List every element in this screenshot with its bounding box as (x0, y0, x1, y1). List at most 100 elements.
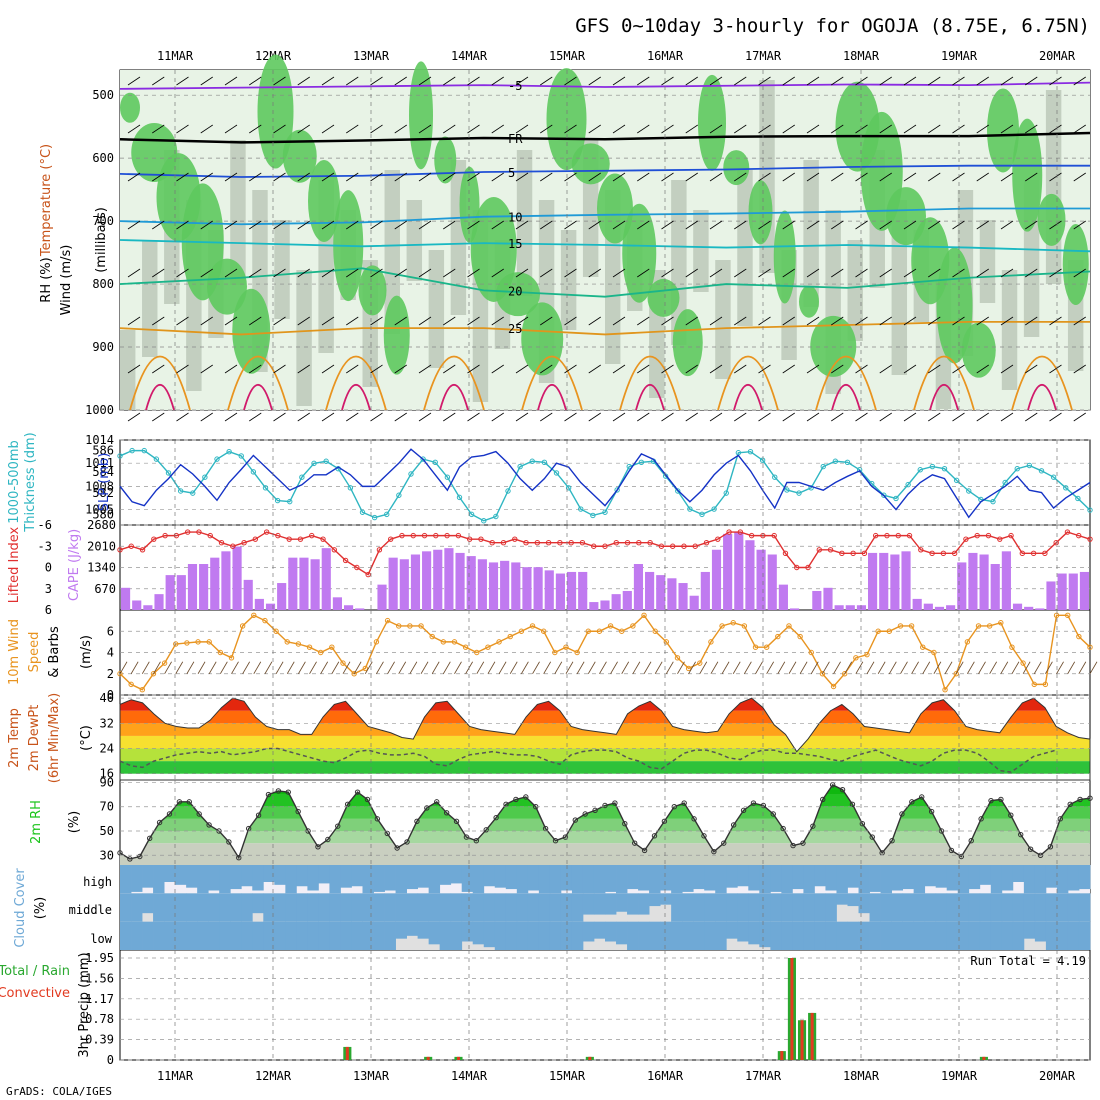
wind-barb (1000, 172, 1014, 182)
rh-shade-green (308, 159, 340, 242)
wind-barb (637, 268, 650, 278)
cloud-low-bar (924, 921, 937, 950)
lifted-index-line-point (726, 529, 732, 535)
wind-barb (1073, 124, 1086, 134)
wind-barb (540, 76, 553, 86)
wind-speed-line-point (462, 644, 469, 650)
wind10-barb (398, 661, 407, 674)
precip-label: 3hr Precip (mm) (77, 952, 92, 1057)
wind-speed-line-point (161, 660, 168, 666)
cloud-high-bar (693, 865, 705, 890)
surface-temp-contour (325, 355, 387, 411)
wind-barb (224, 412, 238, 422)
wind-barb (152, 172, 165, 182)
rh-shade-green (521, 302, 564, 376)
cloud-low-bar (693, 921, 705, 950)
rh-2m-line-point (919, 794, 925, 800)
wind-barb (758, 268, 771, 278)
rh-shade-green (799, 285, 819, 318)
wind-barb (321, 172, 335, 182)
cloud-high-bar (792, 865, 804, 890)
wind-barb (612, 412, 626, 422)
temp-tick: 24 (100, 742, 114, 756)
cape-bar (299, 557, 309, 610)
rh-2m-line-point (750, 800, 757, 806)
cloud-low-bar (814, 921, 826, 950)
rh-shade-green (672, 309, 703, 377)
lifted-index-line-point (613, 540, 619, 546)
thickness-line-point (226, 448, 232, 455)
cape-bar (254, 598, 264, 610)
wind-barb (540, 412, 553, 422)
cloud-low-bar (715, 921, 727, 950)
rh-2m-line-point (236, 855, 242, 861)
wind-speed-line-point (474, 649, 480, 656)
cloud-middle-bar (726, 893, 738, 922)
rh-band (120, 806, 1090, 819)
cape-bar (154, 594, 164, 610)
rh-shade-grey (142, 240, 158, 357)
wind-barb (394, 412, 407, 422)
wind-speed-line-point (942, 686, 948, 693)
wind-speed-line-point (697, 660, 703, 666)
wind-barb (709, 316, 723, 326)
thickness-line-point (881, 492, 887, 498)
precip-tick: 1.56 (85, 971, 114, 985)
wind-barb (637, 364, 650, 374)
wind10-barb (164, 661, 172, 674)
cloud-low-bar (351, 921, 363, 950)
wind10-barb (721, 661, 730, 674)
cloud-middle-bar (825, 893, 837, 922)
wind-speed-line-point (128, 681, 134, 688)
thickness-line-point (723, 490, 729, 496)
wind-barb (709, 364, 723, 374)
wind-barb (637, 124, 650, 134)
wind10-barb (208, 661, 217, 674)
wind10-barb (130, 661, 139, 674)
cloud-low-bar (627, 921, 639, 950)
thickness-line-point (590, 512, 596, 519)
rh-2m-line-point (651, 833, 658, 839)
wind-speed-line-point (518, 628, 525, 634)
cloud-high-bar (660, 865, 672, 891)
wind-speed-line-point (295, 641, 302, 647)
rh-2m-line-point (740, 807, 747, 814)
cloud-low-bar (175, 921, 187, 950)
thickness-line-point (602, 509, 608, 515)
rh-shade-green (257, 54, 294, 169)
wind-barb (273, 124, 286, 134)
wind-barb (249, 412, 262, 422)
top-date-label: 20MAR (1039, 49, 1076, 63)
rh-shade-green (120, 92, 140, 123)
wind-barb (1049, 172, 1062, 182)
thickness-line-point (117, 453, 123, 459)
wind10-barb (1011, 661, 1020, 674)
wind10-barb (1067, 661, 1076, 674)
lifted-index-line-point (872, 532, 879, 539)
wind-speed-line-point (975, 623, 982, 629)
wind-barb (491, 124, 504, 134)
rh-shade-grey (693, 210, 709, 292)
rh-2m-line-point (394, 845, 400, 851)
wind-barb (394, 220, 407, 230)
wind-barb (564, 76, 577, 86)
wind-barb (200, 220, 213, 230)
lifted-index-line-point (1076, 532, 1082, 539)
cloud-label: Cloud Cover (13, 868, 28, 948)
cloud-middle-bar (1001, 893, 1014, 922)
wind-barb (224, 124, 238, 134)
lifted-index-line-point (816, 547, 823, 553)
rh-2m-line-point (1067, 801, 1073, 807)
surface-temp-contour-hot (1027, 384, 1057, 411)
wind-barb (127, 172, 141, 182)
cloud-low-bar (990, 921, 1003, 950)
wind-barb (952, 316, 965, 326)
cloud-high-bar (197, 865, 209, 894)
cloud-middle-bar (880, 893, 892, 922)
cloud-low-bar (1001, 921, 1014, 950)
wind-barb (418, 172, 432, 182)
thickness-line-point (274, 497, 281, 504)
wind-barb (564, 412, 577, 422)
cloud-middle-bar (274, 893, 286, 922)
surface-temp-contour-hot (145, 384, 175, 411)
